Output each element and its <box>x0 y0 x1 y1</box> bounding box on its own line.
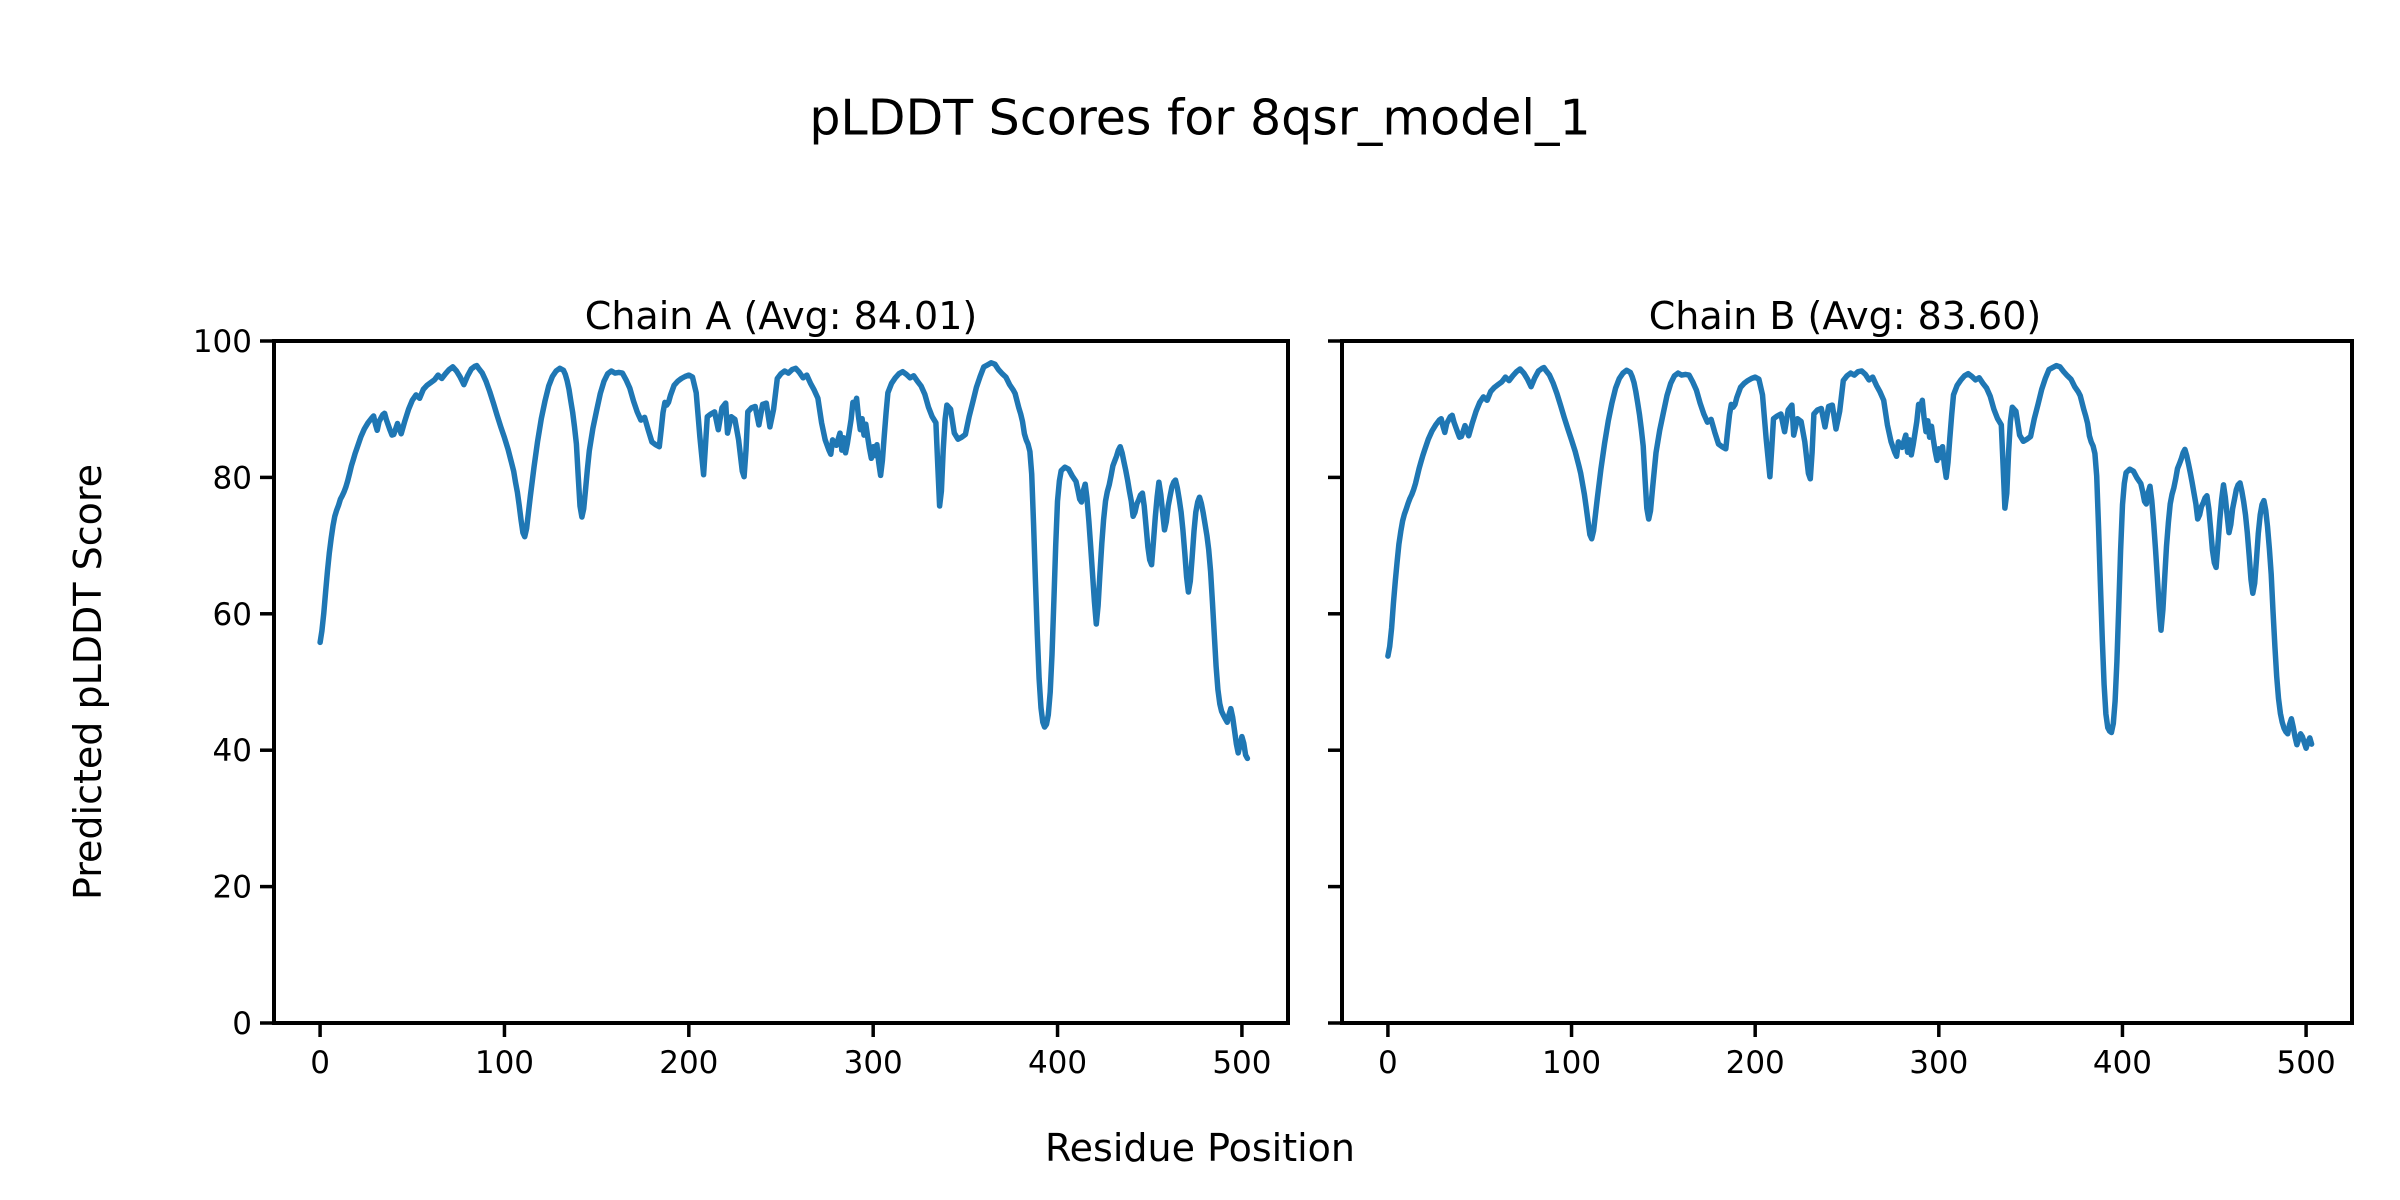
figure-title: pLDDT Scores for 8qsr_model_1 <box>809 89 1591 147</box>
plddt-line-chain-b <box>1385 362 2315 751</box>
subplot-title-chain-a: Chain A (Avg: 84.01) <box>584 294 978 338</box>
axes-chain-a-x-tick-label: 100 <box>475 1045 534 1081</box>
subplot-title-chain-b: Chain B (Avg: 83.60) <box>1648 294 2042 338</box>
axes-chain-a-x-tick-label: 200 <box>659 1045 718 1081</box>
axes-chain-a-y-tick-label: 100 <box>193 324 252 360</box>
axes-chain-a-y-tick-label: 0 <box>232 1006 252 1042</box>
axes-chain-a-y-tick-label: 20 <box>213 870 252 906</box>
axes-chain-b-spines <box>1340 339 2354 1025</box>
axes-chain-b-x-tick-label: 0 <box>1378 1045 1398 1081</box>
axes-chain-a-x-tick-label: 500 <box>1212 1045 1271 1081</box>
axes-chain-a-spines <box>272 339 1290 1025</box>
y-axis-label: Predicted pLDDT Score <box>66 464 110 900</box>
axes-chain-a-y-tick-label: 40 <box>213 733 252 769</box>
x-axis-label: Residue Position <box>1044 1126 1356 1170</box>
axes-chain-a-y-tick-label: 60 <box>213 597 252 633</box>
axes-chain-a-x-tick-label: 0 <box>310 1045 330 1081</box>
axes-chain-b-x-tick-label: 200 <box>1726 1045 1785 1081</box>
axes-chain-b-x-tick-label: 500 <box>2277 1045 2336 1081</box>
axes-chain-b-x-tick-label: 300 <box>1909 1045 1968 1081</box>
axes-chain-b-x-tick-label: 100 <box>1542 1045 1601 1081</box>
axes-chain-b-x-tick-label: 400 <box>2093 1045 2152 1081</box>
axes-chain-a-x-tick-label: 400 <box>1028 1045 1087 1081</box>
axes-chain-a-y-tick-label: 80 <box>213 460 252 496</box>
axes-chain-a-x-tick-label: 300 <box>844 1045 903 1081</box>
plddt-line-chain-a <box>317 360 1251 762</box>
